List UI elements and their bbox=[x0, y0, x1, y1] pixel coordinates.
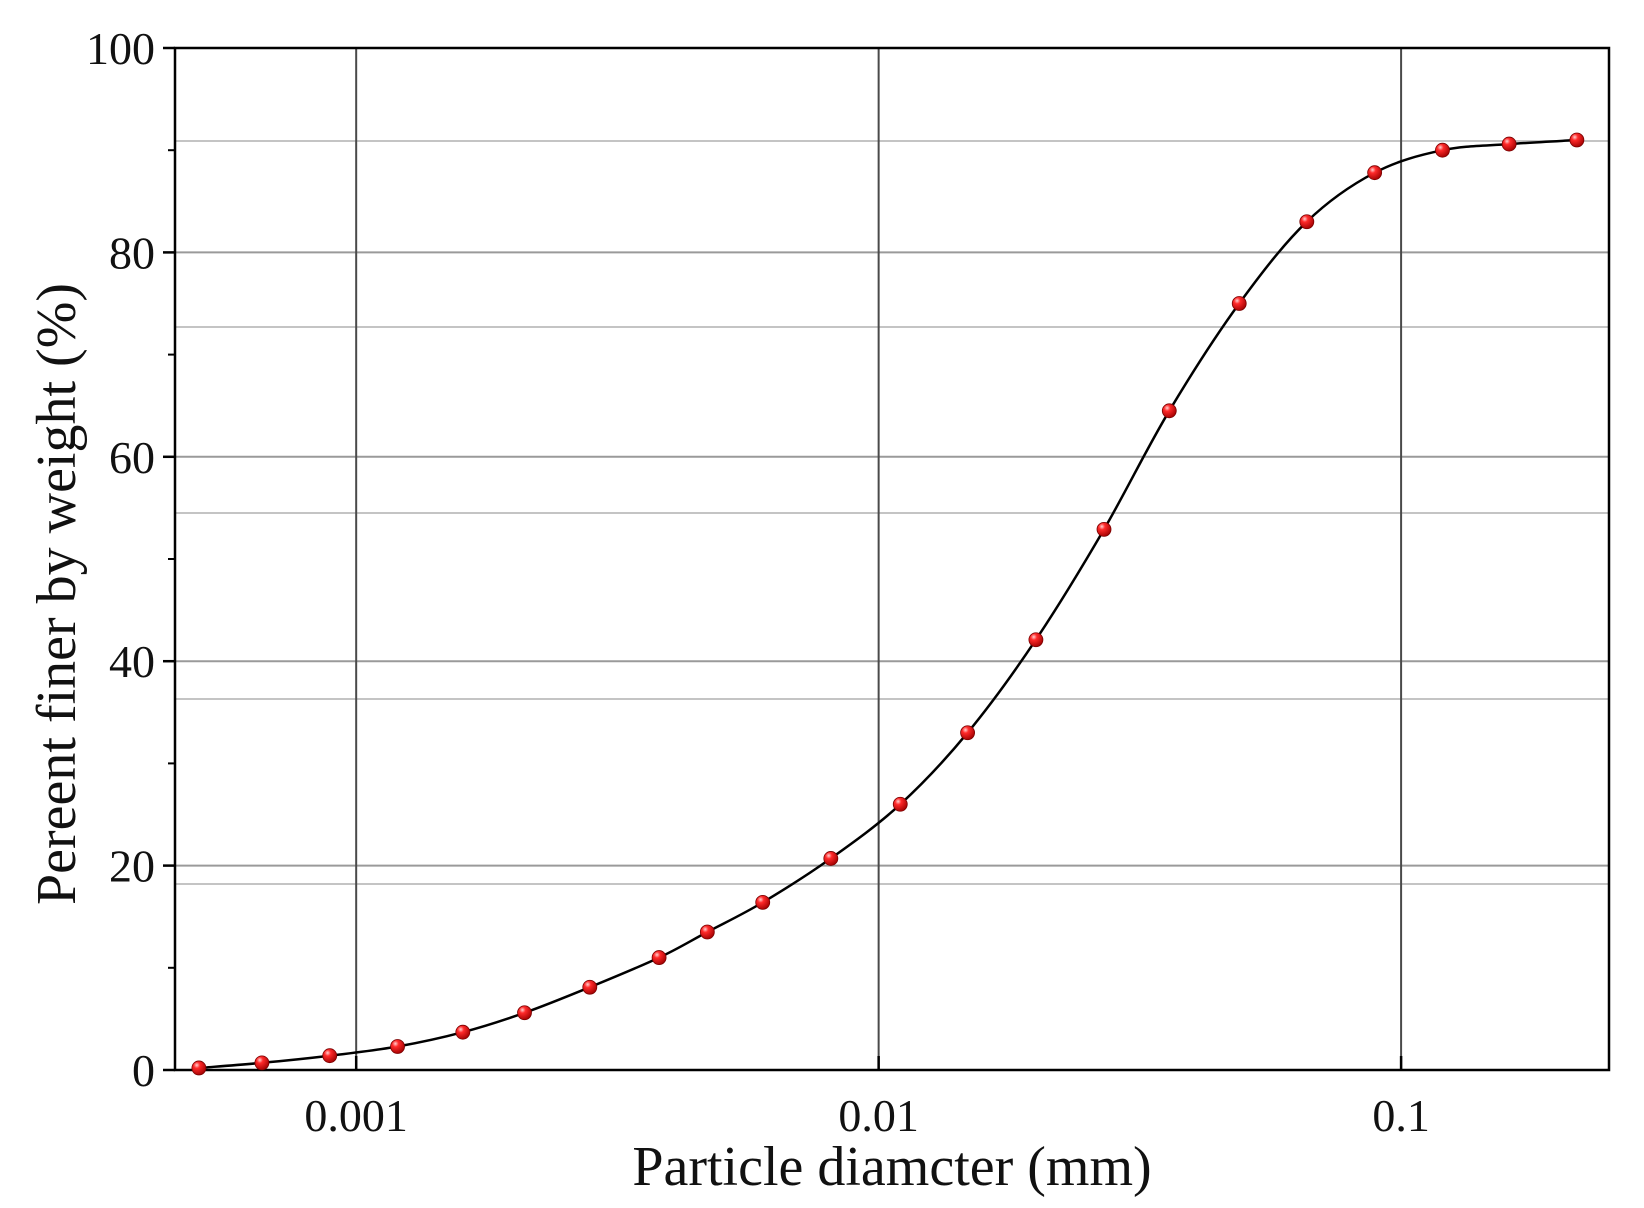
y-tick-label: 40 bbox=[109, 636, 155, 687]
x-tick-labels: 0.001 0.01 0.1 bbox=[304, 1090, 1429, 1141]
fitted-curve bbox=[198, 138, 1577, 1070]
data-point bbox=[823, 851, 839, 866]
data-point bbox=[755, 894, 771, 910]
data-point bbox=[1501, 136, 1517, 152]
data-point bbox=[651, 950, 667, 965]
data-point bbox=[582, 979, 598, 995]
y-tick-label: 20 bbox=[109, 841, 155, 892]
data-point bbox=[390, 1039, 405, 1054]
data-point bbox=[322, 1048, 338, 1064]
y-tick-label: 60 bbox=[109, 432, 155, 483]
data-point bbox=[1028, 632, 1044, 648]
data-point bbox=[191, 1060, 207, 1076]
data-point bbox=[1367, 165, 1383, 181]
data-point bbox=[960, 725, 975, 741]
data-point bbox=[517, 1005, 532, 1021]
data-point bbox=[254, 1055, 270, 1071]
data-point bbox=[1569, 132, 1585, 148]
axis-ticks bbox=[163, 46, 1403, 1072]
data-point bbox=[1096, 521, 1112, 537]
data-point bbox=[1231, 296, 1247, 311]
data-point bbox=[892, 796, 908, 812]
y-tick-label: 80 bbox=[109, 227, 155, 278]
series-layer bbox=[191, 132, 1585, 1076]
x-tick-label: 0.1 bbox=[1372, 1090, 1430, 1141]
x-tick-label: 0.001 bbox=[304, 1090, 408, 1141]
y-tick-label: 0 bbox=[132, 1045, 155, 1096]
data-point bbox=[455, 1024, 471, 1040]
y-tick-label: 100 bbox=[86, 23, 155, 74]
data-point bbox=[1435, 142, 1450, 158]
x-axis-title: Particle diamcter (mm) bbox=[632, 1136, 1151, 1198]
y-axis-title: Pereent finer by weight (%) bbox=[26, 283, 88, 905]
data-point bbox=[699, 924, 715, 940]
y-tick-labels: 0 20 40 60 80 100 bbox=[86, 23, 155, 1096]
data-point bbox=[1161, 403, 1177, 419]
grid-layer bbox=[175, 48, 1609, 1070]
x-tick-label: 0.01 bbox=[838, 1090, 919, 1141]
data-point bbox=[1299, 214, 1315, 230]
